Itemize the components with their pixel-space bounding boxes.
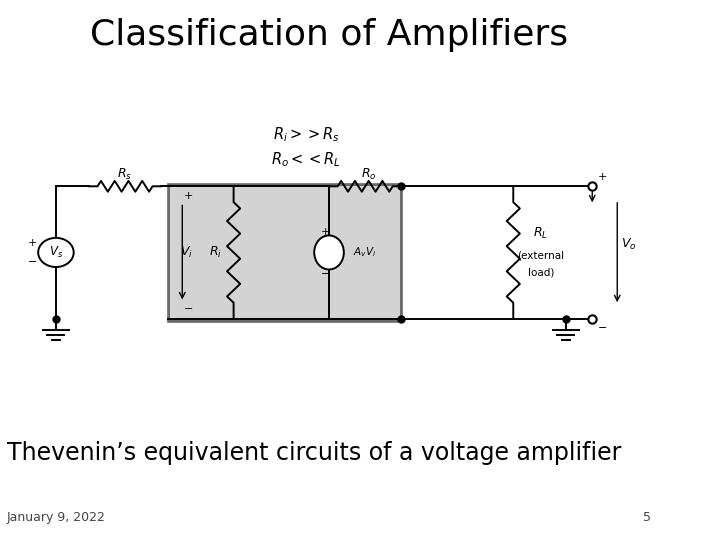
Text: −: − [321, 269, 330, 279]
Text: (external: (external [518, 250, 564, 260]
Ellipse shape [314, 235, 344, 269]
Text: −: − [598, 323, 607, 333]
Text: $R_i$: $R_i$ [209, 245, 222, 260]
Text: +: + [184, 191, 194, 201]
Text: $V_o$: $V_o$ [621, 237, 636, 252]
Text: load): load) [528, 268, 554, 278]
Text: $R_o$: $R_o$ [361, 167, 377, 182]
Text: Classification of Amplifiers: Classification of Amplifiers [90, 18, 568, 52]
Text: +: + [28, 238, 37, 248]
Text: January 9, 2022: January 9, 2022 [6, 511, 105, 524]
Text: Thevenin’s equivalent circuits of a voltage amplifier: Thevenin’s equivalent circuits of a volt… [6, 441, 621, 464]
Text: +: + [598, 172, 607, 181]
Text: 5: 5 [644, 511, 652, 524]
Circle shape [38, 238, 73, 267]
Text: −: − [28, 257, 37, 267]
Text: $R_L$: $R_L$ [534, 226, 549, 241]
Text: $R_s$: $R_s$ [117, 167, 132, 182]
Text: $V_s$: $V_s$ [49, 245, 63, 260]
Text: $V_i$: $V_i$ [180, 245, 192, 260]
Text: +: + [321, 227, 330, 237]
Text: −: − [184, 304, 194, 314]
Bar [168, 184, 402, 321]
Text: $R_o << R_L$: $R_o << R_L$ [271, 150, 341, 168]
Text: $A_v V_i$: $A_v V_i$ [353, 246, 376, 259]
Text: $R_i >> R_s$: $R_i >> R_s$ [273, 126, 339, 144]
